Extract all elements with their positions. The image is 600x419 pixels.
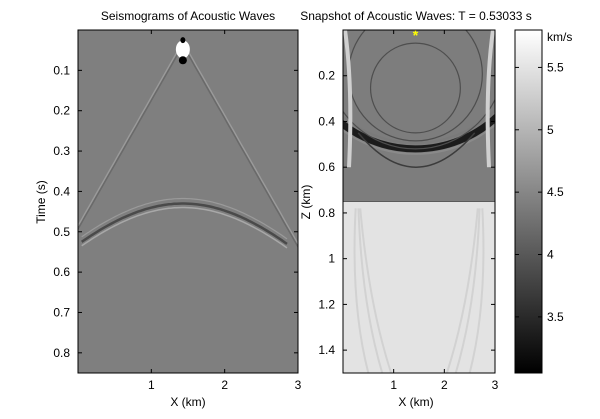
snapshot-wavefront-inner [343, 108, 495, 144]
colorbar-gradient [514, 29, 543, 374]
seismogram-source-black [178, 56, 187, 65]
seismogram-y-tick-label: 0.6 [53, 265, 70, 279]
snapshot-x-ticks: 1 2 3 [390, 30, 499, 392]
snapshot-edge-right [485, 30, 495, 168]
seismogram-y-tick-label: 0.1 [53, 63, 70, 77]
seismogram-y-ticks: 0.1 0.2 0.3 0.4 0.5 0.6 0.7 0.8 [53, 63, 298, 360]
snapshot-wavefield [343, 30, 495, 373]
colorbar-ticks: 3.5 4 4.5 5 5.5 [515, 60, 564, 324]
seismogram-source-white [175, 40, 190, 59]
colorbar-tick-label: 5.5 [547, 60, 564, 74]
seismogram-axes-box [77, 29, 299, 374]
seismogram-reflection [80, 202, 288, 245]
snapshot-transmitted-right [454, 208, 481, 373]
snapshot-x-label: X (km) [398, 395, 433, 409]
snapshot-y-tick-label: 0.6 [318, 160, 335, 174]
snapshot-y-tick-label: 1.2 [318, 297, 335, 311]
colorbar-tick-label: 4.5 [547, 185, 564, 199]
colorbar-tick-label: 4 [547, 248, 554, 262]
source-marker: * [413, 27, 419, 43]
snapshot-secondary-front [343, 98, 495, 150]
seismogram-y-tick-label: 0.4 [53, 184, 70, 198]
snapshot-transmitted-left [353, 208, 370, 373]
snapshot-transmitted-right [445, 208, 479, 373]
seismogram-y-tick-label: 0.3 [53, 144, 70, 158]
snapshot-transmitted-right [468, 208, 485, 373]
seismogram-x-tick-label: 3 [295, 378, 302, 392]
seismogram-x-tick-label: 1 [148, 378, 155, 392]
snapshot-y-tick-label: 1.4 [318, 343, 335, 357]
snapshot-axes-box [342, 29, 496, 374]
colorbar: 3.5 4 4.5 5 5.5 km/s [514, 29, 572, 374]
seismogram-background [78, 30, 298, 373]
seismogram-source-top [180, 37, 186, 44]
snapshot-y-label: Z (km) [299, 185, 313, 220]
seismogram-reflection-precursor [81, 197, 288, 240]
snapshot-y-tick-label: 0.8 [318, 206, 335, 220]
seismogram-x-ticks: 1 2 3 [148, 30, 302, 392]
seismogram-y-label: Time (s) [34, 180, 48, 224]
snapshot-x-tick-label: 1 [390, 378, 397, 392]
colorbar-tick-label: 5 [547, 123, 554, 137]
seismogram-wavefield [78, 37, 298, 249]
snapshot-y-tick-label: 0.4 [318, 114, 335, 128]
colorbar-label: km/s [547, 30, 572, 44]
seismogram-panel: Seismograms of Acoustic Waves 1 2 3 0.1 0.2… [34, 9, 302, 409]
seismogram-y-tick-label: 0.8 [53, 346, 70, 360]
snapshot-transmitted-left [359, 208, 393, 373]
snapshot-lower-layer [343, 201, 495, 373]
seismogram-title: Seismograms of Acoustic Waves [101, 9, 275, 23]
seismogram-x-tick-label: 2 [221, 378, 228, 392]
snapshot-y-tick-label: 0.2 [318, 69, 335, 83]
snapshot-title: Snapshot of Acoustic Waves: T = 0.53033 … [300, 9, 532, 23]
seismogram-x-label: X (km) [170, 395, 205, 409]
seismogram-y-tick-label: 0.2 [53, 104, 70, 118]
seismogram-y-tick-label: 0.7 [53, 305, 70, 319]
snapshot-cross-front [357, 132, 476, 168]
snapshot-x-tick-label: 3 [492, 378, 499, 392]
snapshot-edge-left [343, 30, 353, 168]
seismogram-y-tick-label: 0.5 [53, 225, 70, 239]
snapshot-x-tick-label: 2 [441, 378, 448, 392]
seismogram-source-blob [175, 37, 190, 65]
snapshot-secondary-front [369, 42, 461, 134]
snapshot-y-ticks: 0.2 0.4 0.6 0.8 1 1.2 1.4 [318, 69, 495, 357]
snapshot-transmitted-left [357, 208, 384, 373]
snapshot-panel: Snapshot of Acoustic Waves: T = 0.53033 … [299, 9, 532, 409]
colorbar-tick-label: 3.5 [547, 310, 564, 324]
snapshot-upper-layer [343, 30, 495, 202]
seismogram-reflection-tail [81, 206, 288, 249]
snapshot-wavefront-halo [343, 123, 495, 155]
snapshot-y-tick-label: 1 [328, 252, 335, 266]
